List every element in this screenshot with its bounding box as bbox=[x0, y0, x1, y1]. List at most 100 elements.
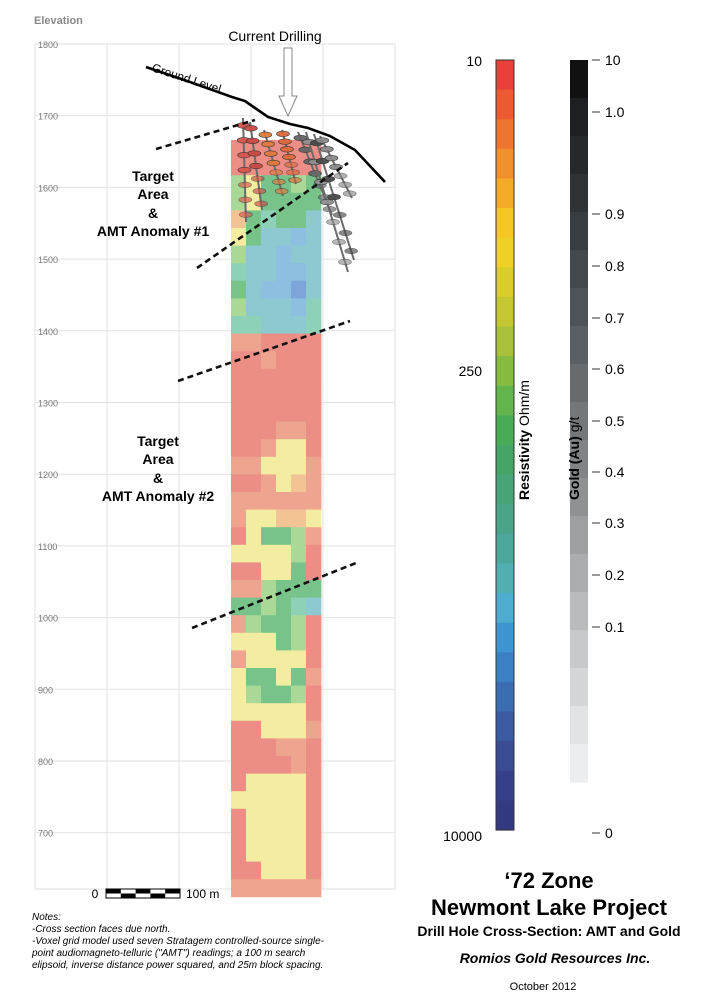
voxel-block bbox=[291, 685, 307, 704]
voxel-block bbox=[276, 615, 292, 634]
voxel-block bbox=[291, 492, 307, 510]
assay-interval bbox=[282, 153, 296, 161]
resistivity-color-step bbox=[496, 681, 514, 713]
assay-interval bbox=[250, 175, 265, 182]
voxel-block bbox=[306, 632, 322, 651]
gold-tick-label: 0.2 bbox=[605, 567, 625, 583]
drill-holes bbox=[236, 117, 358, 273]
voxel-block bbox=[291, 316, 307, 334]
assay-interval bbox=[286, 169, 300, 176]
gold-color-step bbox=[570, 440, 588, 479]
voxel-block bbox=[306, 808, 322, 827]
voxel-block bbox=[306, 527, 322, 546]
voxel-block bbox=[246, 650, 262, 669]
assay-interval bbox=[252, 188, 267, 195]
voxel-block bbox=[246, 527, 262, 546]
notes: Notes: -Cross section faces due north. -… bbox=[31, 912, 325, 971]
resistivity-unit: Ohm/m bbox=[516, 380, 532, 426]
voxel-block bbox=[306, 474, 322, 493]
voxel-block bbox=[291, 439, 307, 458]
target1-line: & bbox=[148, 205, 158, 221]
voxel-block bbox=[246, 544, 262, 563]
resistivity-legend-title: Resistivity Ohm/m bbox=[516, 380, 532, 500]
voxel-block bbox=[306, 720, 322, 739]
gold-label: Gold (Au) bbox=[566, 436, 582, 500]
voxel-block bbox=[246, 280, 262, 299]
resistivity-color-step bbox=[496, 711, 514, 742]
voxel-block bbox=[261, 668, 277, 686]
voxel-block bbox=[261, 861, 277, 880]
voxel-block bbox=[306, 351, 322, 370]
voxel-block bbox=[291, 720, 307, 739]
voxel-block bbox=[231, 773, 247, 792]
voxel-block bbox=[291, 245, 307, 264]
voxel-block bbox=[306, 773, 322, 792]
voxel-block bbox=[291, 826, 307, 845]
voxel-block bbox=[291, 368, 307, 387]
voxel-block bbox=[231, 298, 247, 317]
target1-line: AMT Anomaly #1 bbox=[97, 223, 209, 239]
voxel-block bbox=[231, 791, 247, 810]
assay-interval bbox=[274, 188, 289, 195]
voxel-block bbox=[276, 791, 292, 810]
voxel-block bbox=[246, 826, 262, 845]
resistivity-label: Resistivity bbox=[516, 430, 532, 500]
gold-color-step bbox=[570, 668, 588, 707]
gold-tick-label: 0.3 bbox=[605, 515, 625, 531]
assay-interval bbox=[320, 146, 334, 153]
resistivity-color-step bbox=[496, 770, 514, 801]
voxel-block bbox=[306, 791, 322, 810]
elevation-tick-label: 1200 bbox=[38, 470, 58, 480]
gold-color-step bbox=[570, 60, 588, 99]
voxel-block bbox=[231, 668, 247, 686]
voxel-block bbox=[291, 650, 307, 669]
scale-bar-start: 0 bbox=[92, 887, 99, 901]
voxel-block bbox=[246, 298, 262, 317]
gold-tick-label: 0.4 bbox=[605, 464, 625, 480]
resistivity-tick: 10 bbox=[466, 53, 482, 69]
voxel-block bbox=[246, 316, 262, 334]
voxel-block bbox=[291, 298, 307, 317]
voxel-block bbox=[306, 861, 322, 880]
voxel-block bbox=[291, 562, 307, 581]
voxel-block bbox=[246, 509, 262, 528]
target2-line: Target bbox=[137, 433, 179, 449]
voxel-block bbox=[306, 280, 322, 299]
voxel-block bbox=[276, 650, 292, 669]
voxel-block bbox=[246, 421, 262, 440]
voxel-block bbox=[261, 421, 277, 440]
voxel-block bbox=[276, 210, 292, 229]
voxel-block bbox=[246, 808, 262, 827]
voxel-block bbox=[276, 703, 292, 722]
elevation-tick-label: 700 bbox=[38, 829, 53, 839]
assay-interval bbox=[332, 211, 347, 219]
voxel-block bbox=[276, 773, 292, 792]
drilling-arrow-icon bbox=[278, 47, 298, 118]
voxel-block bbox=[231, 562, 247, 581]
voxel-block bbox=[276, 844, 292, 862]
assay-interval bbox=[332, 238, 346, 246]
voxel-block bbox=[306, 386, 322, 405]
voxel-block bbox=[261, 333, 277, 352]
zone-title: ‘72 Zone bbox=[504, 868, 593, 893]
voxel-block bbox=[306, 298, 322, 317]
amt-voxel-model bbox=[231, 140, 322, 898]
voxel-block bbox=[276, 474, 292, 493]
voxel-block bbox=[276, 245, 292, 264]
assay-interval bbox=[238, 196, 253, 203]
voxel-block bbox=[231, 280, 247, 299]
voxel-block bbox=[246, 756, 262, 774]
assay-interval bbox=[288, 177, 302, 184]
voxel-block bbox=[306, 404, 322, 422]
voxel-block bbox=[231, 404, 247, 422]
gold-tick-label: 0.8 bbox=[605, 258, 625, 274]
voxel-block bbox=[291, 544, 307, 563]
voxel-block bbox=[261, 474, 277, 493]
anomaly1-upper-boundary bbox=[155, 118, 256, 151]
anomaly2-upper-boundary bbox=[177, 319, 351, 383]
voxel-block bbox=[231, 720, 247, 739]
voxel-block bbox=[261, 562, 277, 581]
gold-legend: 10 1.0 0.9 0.8 0.7 0.6 0.5 0.4 0.3 0.2 0.1 0 Gold (… bbox=[566, 52, 625, 841]
resistivity-color-step bbox=[496, 741, 514, 772]
